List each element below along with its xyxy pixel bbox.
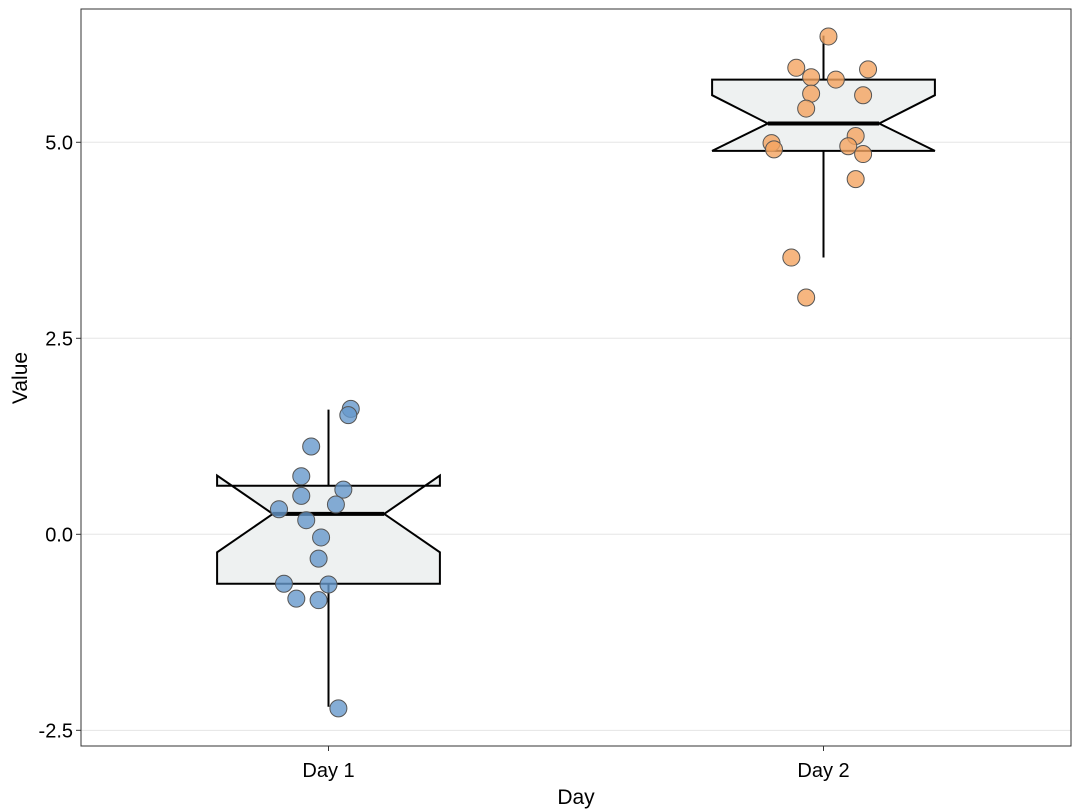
data-point	[270, 500, 288, 519]
data-point	[326, 495, 345, 514]
data-point	[334, 480, 353, 499]
data-point	[826, 70, 845, 89]
data-point	[819, 27, 838, 46]
y-tick-label: 2.5	[45, 328, 73, 350]
data-point	[797, 288, 816, 307]
notched-box	[711, 78, 936, 152]
data-point	[765, 140, 783, 159]
plot-panel-border	[80, 8, 1072, 747]
data-point	[859, 60, 878, 79]
box-1	[216, 409, 441, 707]
data-point	[854, 145, 873, 164]
x-tick-label: Day 2	[797, 760, 849, 782]
data-point	[846, 170, 865, 189]
data-point	[309, 549, 328, 568]
x-tick-label: Day 1	[302, 760, 354, 782]
plot-panel-background	[81, 9, 1071, 746]
data-point	[292, 467, 311, 486]
y-axis-title: Value	[9, 352, 32, 404]
data-point	[839, 137, 858, 156]
box-layer	[216, 35, 936, 707]
data-point	[802, 84, 821, 103]
data-point	[787, 58, 806, 77]
data-point	[802, 68, 821, 87]
data-point	[329, 699, 348, 718]
data-point	[274, 574, 293, 593]
data-point	[339, 406, 358, 425]
box-2	[711, 35, 936, 258]
data-point	[782, 248, 801, 267]
data-point	[302, 437, 321, 456]
data-point	[292, 486, 311, 505]
data-point	[319, 575, 338, 594]
data-point	[312, 528, 331, 547]
axes: -2.5 0.0 2.5 5.0 Day 1 Day 2	[39, 132, 850, 782]
y-tick-label: -2.5	[39, 720, 73, 742]
data-point	[287, 589, 306, 608]
data-point	[309, 591, 328, 610]
data-point	[297, 511, 316, 530]
x-axis-title: Day	[557, 786, 595, 809]
data-point	[854, 86, 873, 105]
y-tick-label: 0.0	[45, 524, 73, 546]
y-tick-label: 5.0	[45, 132, 73, 154]
data-point	[797, 99, 816, 118]
notched-box	[216, 473, 441, 585]
point-layer	[270, 27, 878, 718]
